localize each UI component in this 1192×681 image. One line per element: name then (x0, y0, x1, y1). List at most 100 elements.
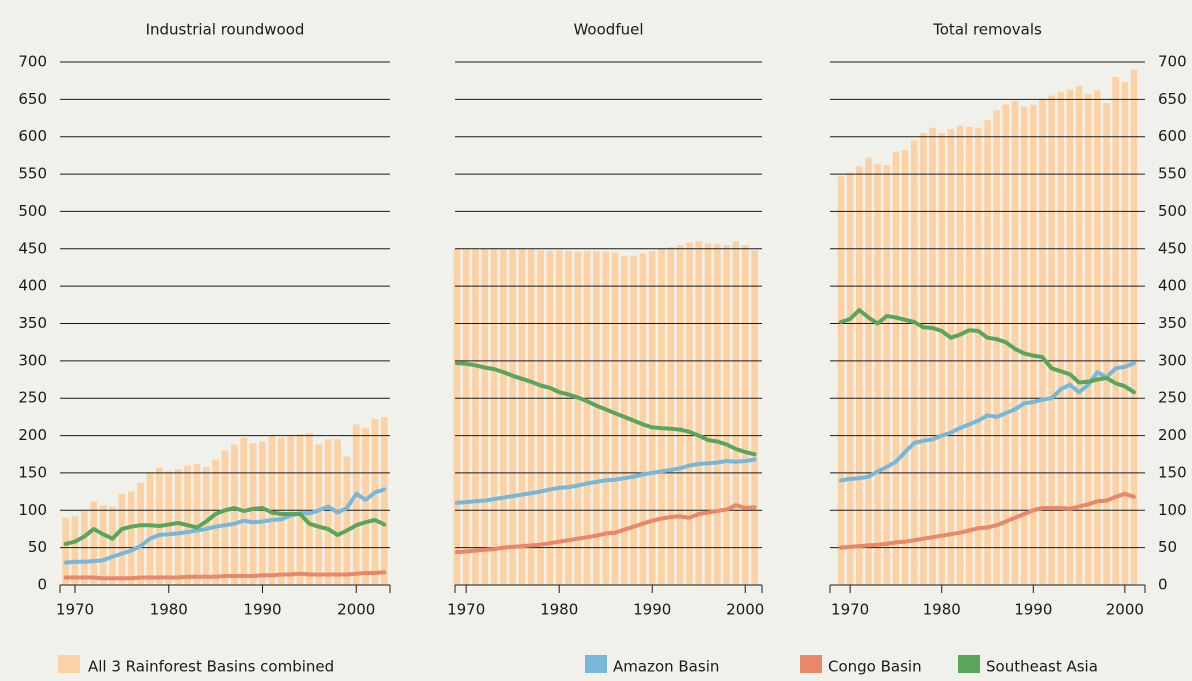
bar (837, 176, 845, 585)
bar (1020, 106, 1028, 585)
bar (611, 252, 619, 585)
y-tick-label: 600 (18, 127, 47, 145)
bar (920, 132, 927, 585)
bar (732, 241, 740, 586)
bar (965, 127, 973, 585)
legend-swatch (800, 655, 822, 673)
x-tick-label: 1980 (923, 601, 961, 619)
bar (71, 516, 79, 585)
bar (1112, 76, 1119, 585)
panel-title: Total removals (932, 21, 1042, 39)
bar (713, 244, 721, 585)
y-tick-label: 700 (1158, 53, 1187, 71)
bar (658, 248, 665, 586)
x-tick-label: 1970 (56, 601, 94, 619)
bar (174, 469, 182, 585)
legend-label: Amazon Basin (613, 658, 719, 676)
bar (555, 250, 563, 585)
x-tick-label: 1980 (150, 601, 188, 619)
bar (593, 251, 600, 585)
bar (490, 248, 498, 586)
y-tick-label: 600 (1158, 127, 1187, 145)
bar (296, 434, 304, 585)
x-tick-label: 2000 (726, 601, 764, 619)
bar (127, 491, 135, 585)
bar (648, 251, 656, 585)
bar (453, 248, 461, 586)
bar (1029, 104, 1037, 585)
bar (1075, 85, 1083, 585)
bar (583, 251, 591, 585)
bar (537, 250, 544, 585)
bar (371, 419, 379, 585)
bar (343, 456, 351, 585)
y-tick-label: 0 (1158, 576, 1168, 594)
y-tick-label: 350 (1158, 314, 1187, 332)
bar (202, 466, 210, 585)
bar (527, 248, 535, 586)
bar (381, 416, 388, 585)
bar (846, 172, 854, 585)
bar (500, 248, 507, 586)
line (63, 487, 387, 565)
y-tick-label: 250 (1158, 389, 1187, 407)
bar (910, 140, 918, 585)
x-tick-label: 2000 (337, 601, 375, 619)
bar (472, 248, 479, 586)
legend-label: All 3 Rainforest Basins combined (88, 658, 334, 676)
bar (509, 248, 517, 586)
panel-title: Woodfuel (573, 21, 643, 39)
bar (1002, 104, 1010, 585)
line (454, 457, 757, 505)
line (63, 570, 387, 581)
line (839, 308, 1136, 395)
bar (1048, 95, 1055, 585)
bar (574, 251, 582, 585)
bar (99, 505, 107, 585)
x-tick-label: 1970 (831, 601, 869, 619)
bar (462, 248, 470, 586)
bar (231, 444, 238, 585)
bar (938, 132, 946, 585)
bar (856, 166, 863, 585)
y-tick-label: 350 (18, 314, 47, 332)
y-tick-label: 500 (1158, 202, 1187, 220)
line (839, 491, 1136, 550)
bar (352, 424, 360, 585)
bar (137, 482, 144, 585)
bar (165, 471, 173, 585)
bar (639, 253, 647, 586)
y-tick-label: 300 (1158, 351, 1187, 369)
y-tick-label: 250 (18, 389, 47, 407)
bar (929, 127, 936, 586)
y-tick-label: 0 (37, 576, 47, 594)
bar (892, 151, 900, 585)
bar (324, 439, 332, 585)
bar (602, 251, 610, 585)
bar (704, 243, 712, 585)
bar (565, 251, 572, 585)
bar (984, 120, 991, 585)
bar (481, 248, 489, 586)
bar (975, 127, 982, 586)
bar (901, 150, 909, 586)
bar (109, 506, 116, 585)
x-tick-label: 2000 (1106, 601, 1144, 619)
bar (1094, 90, 1101, 586)
y-tick-label: 100 (1158, 501, 1187, 519)
bar (1121, 82, 1129, 586)
bar (947, 129, 955, 585)
bar (62, 517, 69, 585)
bar (695, 241, 703, 586)
bar (751, 250, 758, 585)
y-tick-label: 400 (18, 277, 47, 295)
bar (1039, 99, 1046, 585)
y-tick-label: 50 (28, 538, 47, 556)
bar (1011, 100, 1019, 585)
bar (277, 437, 285, 585)
y-tick-label: 400 (1158, 277, 1187, 295)
y-tick-label: 50 (1158, 538, 1177, 556)
bar (993, 110, 1000, 586)
y-tick-label: 550 (18, 165, 47, 183)
y-tick-label: 100 (18, 501, 47, 519)
